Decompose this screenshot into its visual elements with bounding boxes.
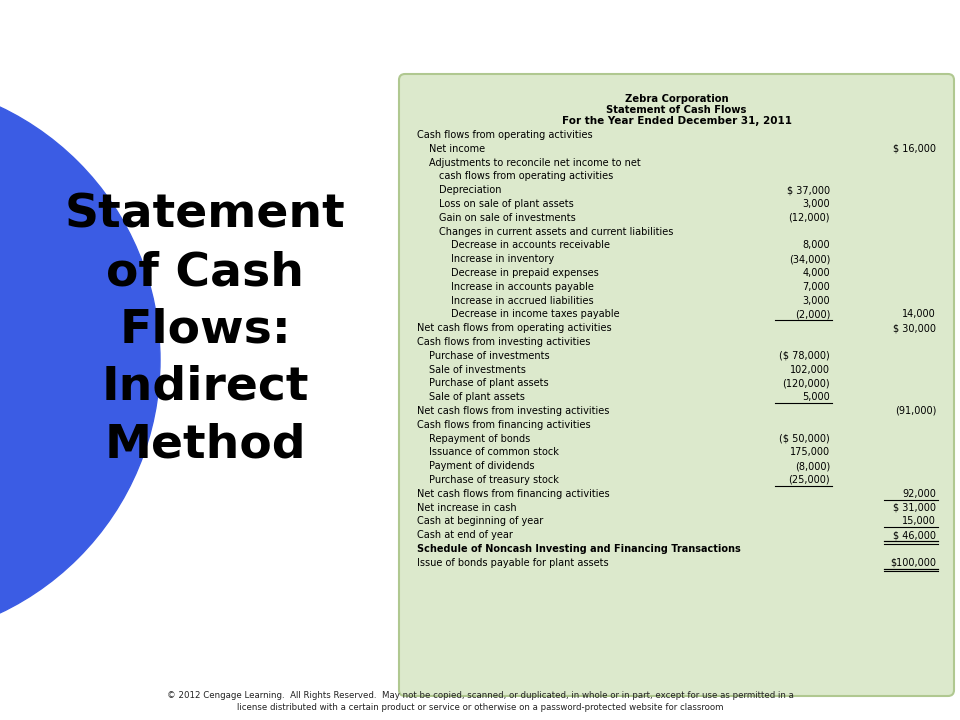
Text: (8,000): (8,000) bbox=[795, 462, 830, 471]
Text: Sale of plant assets: Sale of plant assets bbox=[429, 392, 525, 402]
Text: $ 46,000: $ 46,000 bbox=[893, 530, 936, 540]
Text: Increase in inventory: Increase in inventory bbox=[451, 254, 554, 264]
Text: Net cash flows from operating activities: Net cash flows from operating activities bbox=[417, 323, 612, 333]
Text: Issuance of common stock: Issuance of common stock bbox=[429, 447, 559, 457]
Text: (120,000): (120,000) bbox=[782, 379, 830, 388]
Text: Payment of dividends: Payment of dividends bbox=[429, 462, 535, 471]
Text: 92,000: 92,000 bbox=[902, 489, 936, 499]
Text: Net income: Net income bbox=[429, 144, 485, 154]
Text: Changes in current assets and current liabilities: Changes in current assets and current li… bbox=[439, 227, 673, 237]
Text: Statement
of Cash
Flows:
Indirect
Method: Statement of Cash Flows: Indirect Method bbox=[64, 193, 346, 467]
Text: Statement of Cash Flows: Statement of Cash Flows bbox=[607, 105, 747, 115]
Text: (34,000): (34,000) bbox=[788, 254, 830, 264]
Text: 3,000: 3,000 bbox=[803, 199, 830, 209]
Text: $ 31,000: $ 31,000 bbox=[893, 503, 936, 513]
Text: Repayment of bonds: Repayment of bonds bbox=[429, 433, 530, 444]
Text: Cash flows from operating activities: Cash flows from operating activities bbox=[417, 130, 592, 140]
Text: For the Year Ended December 31, 2011: For the Year Ended December 31, 2011 bbox=[562, 116, 791, 126]
Text: 4,000: 4,000 bbox=[803, 268, 830, 278]
Text: $ 16,000: $ 16,000 bbox=[893, 144, 936, 154]
Text: Net increase in cash: Net increase in cash bbox=[417, 503, 516, 513]
Text: 102,000: 102,000 bbox=[790, 364, 830, 374]
Text: (91,000): (91,000) bbox=[895, 406, 936, 416]
Text: Decrease in prepaid expenses: Decrease in prepaid expenses bbox=[451, 268, 599, 278]
Text: ($ 78,000): ($ 78,000) bbox=[780, 351, 830, 361]
Text: $ 30,000: $ 30,000 bbox=[893, 323, 936, 333]
Text: Loss on sale of plant assets: Loss on sale of plant assets bbox=[439, 199, 574, 209]
Text: Decrease in accounts receivable: Decrease in accounts receivable bbox=[451, 240, 610, 251]
Text: 3,000: 3,000 bbox=[803, 296, 830, 305]
Text: 8,000: 8,000 bbox=[803, 240, 830, 251]
Text: Depreciation: Depreciation bbox=[439, 185, 501, 195]
Text: Zebra Corporation: Zebra Corporation bbox=[625, 94, 729, 104]
Text: 7,000: 7,000 bbox=[803, 282, 830, 292]
Text: Issue of bonds payable for plant assets: Issue of bonds payable for plant assets bbox=[417, 558, 609, 568]
Text: Sale of investments: Sale of investments bbox=[429, 364, 526, 374]
Text: © 2012 Cengage Learning.  All Rights Reserved.  May not be copied, scanned, or d: © 2012 Cengage Learning. All Rights Rese… bbox=[167, 691, 793, 712]
Text: Cash at beginning of year: Cash at beginning of year bbox=[417, 516, 543, 526]
Text: Increase in accounts payable: Increase in accounts payable bbox=[451, 282, 594, 292]
FancyBboxPatch shape bbox=[399, 74, 954, 696]
Text: Purchase of investments: Purchase of investments bbox=[429, 351, 550, 361]
Text: Increase in accrued liabilities: Increase in accrued liabilities bbox=[451, 296, 593, 305]
Text: 14,000: 14,000 bbox=[902, 310, 936, 320]
Text: 175,000: 175,000 bbox=[790, 447, 830, 457]
Text: Cash at end of year: Cash at end of year bbox=[417, 530, 513, 540]
Text: Cash flows from financing activities: Cash flows from financing activities bbox=[417, 420, 590, 430]
Text: $100,000: $100,000 bbox=[890, 558, 936, 568]
Text: 15,000: 15,000 bbox=[902, 516, 936, 526]
Text: Net cash flows from investing activities: Net cash flows from investing activities bbox=[417, 406, 610, 416]
Text: 5,000: 5,000 bbox=[803, 392, 830, 402]
Text: (2,000): (2,000) bbox=[795, 310, 830, 320]
Text: Cash flows from investing activities: Cash flows from investing activities bbox=[417, 337, 590, 347]
Text: Decrease in income taxes payable: Decrease in income taxes payable bbox=[451, 310, 619, 320]
Text: Purchase of plant assets: Purchase of plant assets bbox=[429, 379, 548, 388]
Text: (25,000): (25,000) bbox=[788, 475, 830, 485]
Circle shape bbox=[0, 80, 160, 640]
Text: (12,000): (12,000) bbox=[788, 213, 830, 222]
Text: $ 37,000: $ 37,000 bbox=[787, 185, 830, 195]
Text: Schedule of Noncash Investing and Financing Transactions: Schedule of Noncash Investing and Financ… bbox=[417, 544, 741, 554]
Text: ($ 50,000): ($ 50,000) bbox=[780, 433, 830, 444]
Text: Net cash flows from financing activities: Net cash flows from financing activities bbox=[417, 489, 610, 499]
Text: Purchase of treasury stock: Purchase of treasury stock bbox=[429, 475, 559, 485]
Text: Gain on sale of investments: Gain on sale of investments bbox=[439, 213, 576, 222]
Text: Adjustments to reconcile net income to net: Adjustments to reconcile net income to n… bbox=[429, 158, 640, 168]
Text: cash flows from operating activities: cash flows from operating activities bbox=[439, 171, 613, 181]
